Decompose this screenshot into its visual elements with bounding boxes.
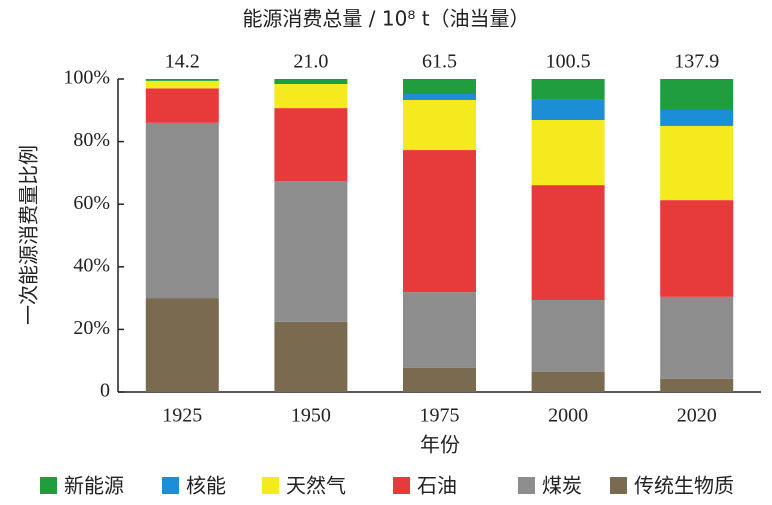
bar-segment bbox=[660, 79, 734, 110]
x-tick-label: 1950 bbox=[291, 405, 331, 427]
bar-segment bbox=[660, 296, 734, 379]
total-label: 137.9 bbox=[674, 51, 719, 73]
x-tick-label: 1925 bbox=[162, 405, 202, 427]
bar-segment bbox=[274, 181, 348, 322]
bar-segment bbox=[403, 79, 476, 95]
total-label: 100.5 bbox=[546, 51, 591, 73]
y-axis-label: 一次能源消费量比例 bbox=[17, 145, 41, 325]
legend-swatch bbox=[162, 477, 179, 494]
bar-segment bbox=[531, 185, 605, 300]
total-label: 61.5 bbox=[422, 51, 457, 73]
bar-segment bbox=[145, 88, 219, 123]
legend-swatch bbox=[610, 477, 627, 494]
y-tick-label: 0 bbox=[100, 380, 110, 402]
bar-segment bbox=[531, 99, 605, 121]
x-tick-label: 2000 bbox=[548, 405, 588, 427]
bar-segment bbox=[660, 378, 734, 392]
bar-segment bbox=[531, 299, 605, 372]
bar-segment bbox=[274, 321, 348, 392]
bar-segment bbox=[531, 120, 605, 186]
legend-label: 新能源 bbox=[64, 474, 124, 498]
legend-swatch bbox=[262, 477, 279, 494]
bar-segment bbox=[403, 367, 476, 392]
y-tick-label: 80% bbox=[73, 129, 110, 151]
bar-segment bbox=[531, 79, 605, 100]
legend-label: 传统生物质 bbox=[634, 474, 734, 498]
x-tick-label: 2020 bbox=[677, 405, 717, 427]
legend-swatch bbox=[40, 477, 57, 494]
bar-segment bbox=[403, 150, 476, 293]
bar-segment bbox=[274, 79, 348, 85]
bar-segment bbox=[145, 80, 219, 89]
total-label: 14.2 bbox=[165, 51, 200, 73]
bar-segment bbox=[403, 292, 476, 368]
x-axis-label: 年份 bbox=[420, 433, 460, 457]
bar-segment bbox=[274, 108, 348, 182]
total-label: 21.0 bbox=[293, 51, 328, 73]
legend-swatch bbox=[393, 477, 410, 494]
bar-segment bbox=[531, 371, 605, 392]
y-tick-label: 20% bbox=[73, 317, 110, 339]
bar-segment bbox=[660, 109, 734, 126]
y-tick-label: 60% bbox=[73, 192, 110, 214]
bar-segment bbox=[403, 94, 476, 100]
chart-title: 能源消费总量 / 10⁸ t（油当量） bbox=[242, 7, 529, 31]
bar-segment bbox=[145, 298, 219, 392]
bar-segment bbox=[660, 125, 734, 201]
legend-label: 石油 bbox=[417, 474, 457, 498]
bar-segment bbox=[145, 79, 219, 81]
x-tick-label: 1975 bbox=[420, 405, 460, 427]
bar-segment bbox=[403, 99, 476, 151]
legend-label: 煤炭 bbox=[542, 474, 582, 498]
bar-segment bbox=[660, 200, 734, 297]
bar-segment bbox=[145, 122, 219, 299]
bar-segment bbox=[274, 84, 348, 109]
legend-label: 核能 bbox=[186, 474, 226, 498]
legend-label: 天然气 bbox=[286, 474, 346, 498]
y-tick-label: 100% bbox=[63, 67, 110, 89]
y-tick-label: 40% bbox=[73, 254, 110, 276]
legend-swatch bbox=[518, 477, 535, 494]
